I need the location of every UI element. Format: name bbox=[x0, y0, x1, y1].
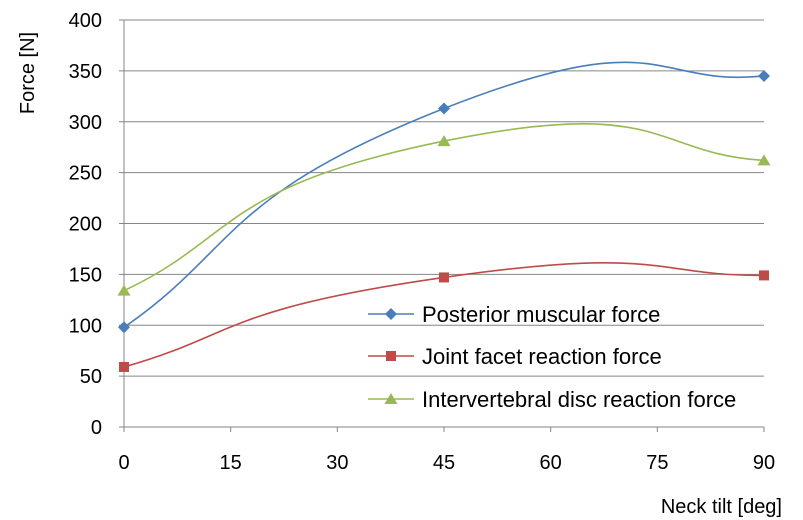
legend-item: Joint facet reaction force bbox=[368, 344, 662, 369]
x-tick-label: 75 bbox=[646, 452, 668, 474]
tick-layer: 0 50 100 150 200 250 300 350 400 0 15 30 45 60 75 90 bbox=[69, 10, 776, 474]
y-tick-label: 400 bbox=[69, 10, 102, 32]
series-line bbox=[123, 61, 765, 328]
data-point bbox=[758, 69, 770, 82]
series-line bbox=[123, 122, 765, 292]
y-tick-label: 0 bbox=[91, 417, 102, 439]
y-tick-label: 200 bbox=[69, 214, 102, 236]
data-point bbox=[438, 102, 450, 115]
x-tick-label: 0 bbox=[118, 452, 129, 474]
data-point bbox=[437, 135, 451, 147]
y-tick-label: 300 bbox=[69, 112, 102, 134]
y-tick-label: 250 bbox=[69, 163, 102, 185]
series-layer bbox=[117, 61, 771, 372]
series-0 bbox=[118, 61, 770, 334]
y-axis-title: Force [N] bbox=[17, 32, 39, 114]
x-tick-label: 15 bbox=[220, 452, 242, 474]
data-point bbox=[757, 154, 771, 166]
x-tick-label: 90 bbox=[753, 452, 775, 474]
data-point bbox=[759, 270, 769, 281]
legend-label: Joint facet reaction force bbox=[422, 344, 662, 369]
x-tick-label: 60 bbox=[540, 452, 562, 474]
y-tick-label: 150 bbox=[69, 264, 102, 286]
data-point bbox=[439, 272, 449, 283]
legend-marker bbox=[386, 351, 396, 361]
series-1 bbox=[119, 262, 769, 372]
data-point bbox=[119, 361, 129, 372]
y-tick-label: 50 bbox=[80, 366, 102, 388]
legend-label: Intervertebral disc reaction force bbox=[422, 387, 736, 412]
y-tick-label: 350 bbox=[69, 61, 102, 83]
legend-item: Posterior muscular force bbox=[368, 302, 660, 327]
legend: Posterior muscular force Joint facet reac… bbox=[368, 302, 736, 412]
y-tick-label: 100 bbox=[69, 315, 102, 337]
x-tick-label: 30 bbox=[326, 452, 348, 474]
legend-item: Intervertebral disc reaction force bbox=[368, 387, 736, 412]
series-2 bbox=[117, 122, 771, 296]
legend-marker bbox=[384, 393, 398, 404]
axis-layer bbox=[119, 19, 765, 432]
legend-label: Posterior muscular force bbox=[422, 302, 660, 327]
x-tick-label: 45 bbox=[433, 452, 455, 474]
legend-marker bbox=[385, 308, 397, 320]
data-point bbox=[117, 284, 131, 296]
data-point bbox=[118, 321, 130, 334]
x-axis-title: Neck tilt [deg] bbox=[661, 496, 782, 518]
